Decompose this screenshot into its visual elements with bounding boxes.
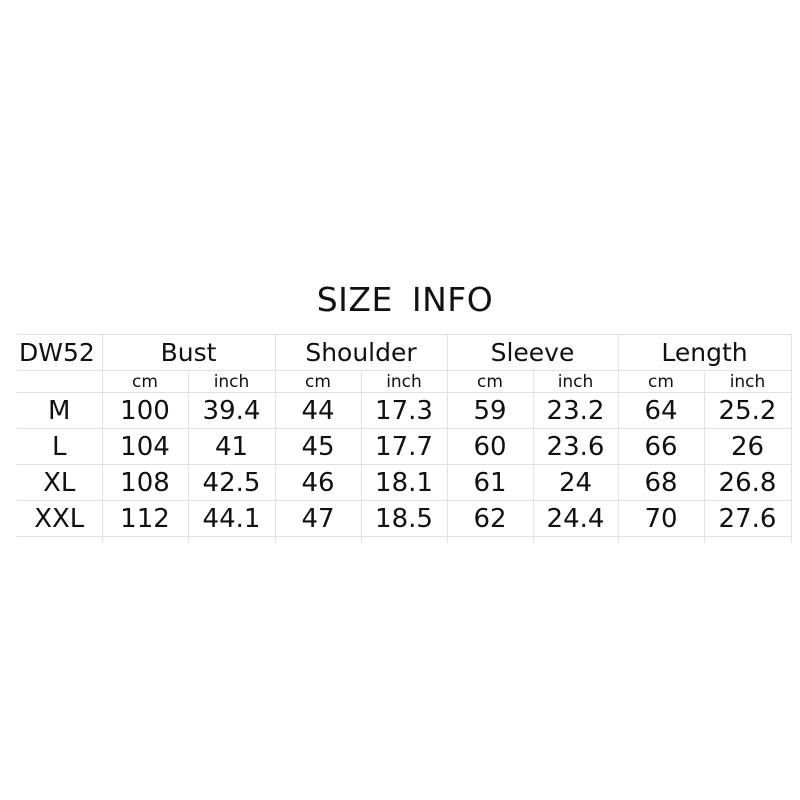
measurement-cell: 24 <box>532 464 619 501</box>
measurement-cell: 108 <box>101 464 189 501</box>
empty-cell <box>101 536 189 543</box>
measurement-cell: 68 <box>617 464 705 501</box>
size-label: XL <box>17 464 103 501</box>
size-table: DW52 Bust Shoulder Sleeve Length cm inch cm inch… <box>17 334 792 543</box>
measurement-cell: 25.2 <box>703 392 792 429</box>
measurement-cell: 44 <box>274 392 362 429</box>
measurement-cell: 42.5 <box>187 464 276 501</box>
measurement-cell: 100 <box>101 392 189 429</box>
unit-label: inch <box>532 370 619 393</box>
unit-label: cm <box>446 370 534 393</box>
page-title: SIZE INFO <box>316 280 494 319</box>
measurement-cell: 45 <box>274 428 362 465</box>
column-group-header: Length <box>617 334 792 371</box>
measurement-cell: 47 <box>274 500 362 537</box>
column-group-header: Sleeve <box>446 334 619 371</box>
measurement-cell: 27.6 <box>703 500 792 537</box>
size-label: M <box>17 392 103 429</box>
unit-label: inch <box>703 370 792 393</box>
measurement-cell: 61 <box>446 464 534 501</box>
measurement-cell: 59 <box>446 392 534 429</box>
measurement-cell: 18.1 <box>360 464 448 501</box>
measurement-cell: 41 <box>187 428 276 465</box>
measurement-cell: 26 <box>703 428 792 465</box>
measurement-cell: 17.7 <box>360 428 448 465</box>
unit-label: cm <box>101 370 189 393</box>
measurement-cell: 44.1 <box>187 500 276 537</box>
unit-label: cm <box>274 370 362 393</box>
empty-cell <box>617 536 705 543</box>
measurement-cell: 46 <box>274 464 362 501</box>
measurement-cell: 70 <box>617 500 705 537</box>
empty-cell <box>446 536 534 543</box>
column-group-header: Bust <box>101 334 276 371</box>
empty-cell <box>703 536 792 543</box>
unit-label: inch <box>360 370 448 393</box>
measurement-cell: 66 <box>617 428 705 465</box>
measurement-cell: 23.6 <box>532 428 619 465</box>
empty-cell <box>17 536 103 543</box>
size-label: L <box>17 428 103 465</box>
measurement-cell: 112 <box>101 500 189 537</box>
measurement-cell: 18.5 <box>360 500 448 537</box>
empty-cell <box>532 536 619 543</box>
empty-cell <box>187 536 276 543</box>
table-bottom-spacer <box>17 536 792 543</box>
measurement-cell: 17.3 <box>360 392 448 429</box>
unit-row: cm inch cm inch cm inch cm inch <box>17 370 792 393</box>
empty-cell <box>360 536 448 543</box>
measurement-cell: 39.4 <box>187 392 276 429</box>
unit-label: cm <box>617 370 705 393</box>
table-row: XL 108 42.5 46 18.1 61 24 68 26.8 <box>17 464 792 501</box>
measurement-cell: 62 <box>446 500 534 537</box>
measurement-cell: 23.2 <box>532 392 619 429</box>
column-group-header: Shoulder <box>274 334 448 371</box>
measurement-cell: 64 <box>617 392 705 429</box>
empty-cell <box>17 370 103 393</box>
table-row: XXL 112 44.1 47 18.5 62 24.4 70 27.6 <box>17 500 792 537</box>
unit-label: inch <box>187 370 276 393</box>
table-row: L 104 41 45 17.7 60 23.6 66 26 <box>17 428 792 465</box>
measurement-cell: 104 <box>101 428 189 465</box>
empty-cell <box>274 536 362 543</box>
size-label: XXL <box>17 500 103 537</box>
measurement-cell: 60 <box>446 428 534 465</box>
model-code: DW52 <box>17 334 103 371</box>
measurement-cell: 24.4 <box>532 500 619 537</box>
table-row: M 100 39.4 44 17.3 59 23.2 64 25.2 <box>17 392 792 429</box>
header-row: DW52 Bust Shoulder Sleeve Length <box>17 334 792 371</box>
measurement-cell: 26.8 <box>703 464 792 501</box>
